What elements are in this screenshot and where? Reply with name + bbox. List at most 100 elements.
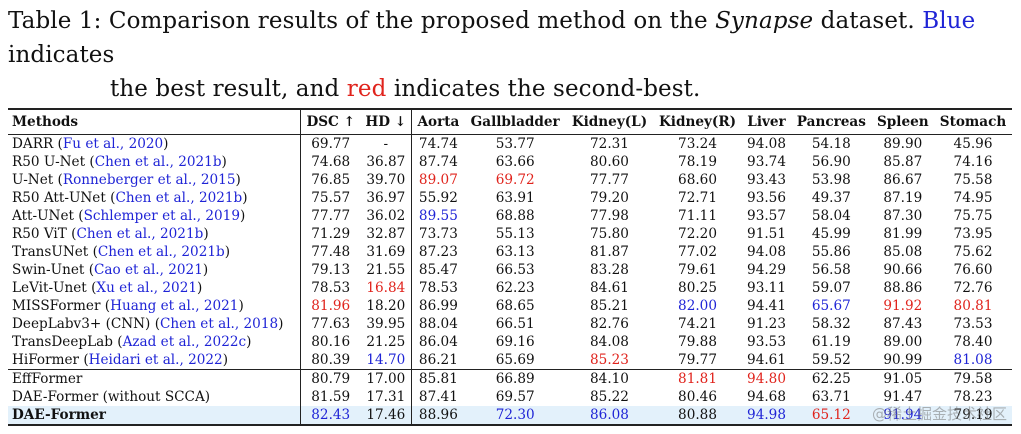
value-cell: 78.19 bbox=[678, 154, 717, 170]
value-cell: 80.81 bbox=[953, 298, 993, 314]
value-cell: 74.95 bbox=[953, 190, 993, 206]
method-name: LeVit-Unet bbox=[12, 280, 87, 296]
value-cell: 45.99 bbox=[811, 226, 851, 242]
value-cell: 87.43 bbox=[883, 316, 923, 332]
value-cell: 93.57 bbox=[747, 208, 786, 224]
value-cell: - bbox=[360, 134, 413, 153]
citation-link[interactable]: Heidari et al., 2022 bbox=[88, 352, 223, 368]
value-cell: 66.53 bbox=[495, 262, 535, 278]
value-cell: 87.23 bbox=[418, 244, 458, 260]
citation-link[interactable]: Xu et al., 2021 bbox=[96, 280, 197, 296]
value-cell: 16.84 bbox=[360, 279, 413, 297]
value-cell: 91.51 bbox=[747, 226, 786, 242]
value-cell: 80.16 bbox=[311, 334, 351, 350]
caption-text-e: indicates the second-best. bbox=[393, 76, 701, 102]
value-cell: 94.29 bbox=[747, 262, 786, 278]
value-cell: 36.02 bbox=[360, 207, 413, 225]
method-name: TransDeepLab bbox=[12, 334, 113, 350]
value-cell: 75.80 bbox=[590, 226, 629, 242]
value-cell: 54.18 bbox=[811, 136, 851, 152]
value-cell: 77.63 bbox=[311, 316, 351, 332]
value-cell: 65.69 bbox=[495, 352, 535, 368]
value-cell: 91.47 bbox=[883, 389, 923, 405]
citation-link[interactable]: Ronneberger et al., 2015 bbox=[62, 172, 236, 188]
citation-link[interactable]: Chen et al., 2021b bbox=[94, 154, 222, 170]
value-cell: 91.23 bbox=[747, 316, 786, 332]
value-cell: 89.55 bbox=[418, 208, 458, 224]
value-cell: 18.20 bbox=[360, 297, 413, 315]
value-cell: 80.25 bbox=[678, 280, 717, 296]
method-name: EffFormer bbox=[12, 371, 83, 387]
citation-link[interactable]: Cao et al., 2021 bbox=[94, 262, 203, 278]
value-cell: 61.19 bbox=[811, 334, 851, 350]
watermark: @稀土掘金技术社区 bbox=[871, 405, 1007, 423]
value-cell: 78.23 bbox=[953, 389, 993, 405]
value-cell: 89.00 bbox=[883, 334, 923, 350]
value-cell: 86.99 bbox=[418, 298, 458, 314]
table-row: TransDeepLab (Azad et al., 2022c) 80.16 21… bbox=[8, 333, 1012, 351]
table-row: R50 ViT (Chen et al., 2021b) 71.29 32.87 73… bbox=[8, 225, 1012, 243]
value-cell: 72.20 bbox=[678, 226, 717, 242]
column-header: Gallbladder bbox=[470, 114, 560, 130]
method-cell: R50 Att-UNet (Chen et al., 2021b) bbox=[8, 189, 302, 207]
method-name: MISSFormer bbox=[12, 298, 101, 314]
value-cell: 94.68 bbox=[747, 389, 786, 405]
citation-link[interactable]: Chen et al., 2021b bbox=[115, 190, 243, 206]
table-row: DAE-Former (without SCCA) 81.59 17.31 87.41… bbox=[8, 388, 1012, 406]
citation-link[interactable]: Schlemper et al., 2019 bbox=[83, 208, 240, 224]
method-name: DAE-Former (without SCCA) bbox=[12, 389, 211, 405]
value-cell: 81.87 bbox=[590, 244, 629, 260]
column-header: Pancreas bbox=[796, 114, 866, 130]
value-cell: 73.95 bbox=[953, 226, 993, 242]
value-cell: 85.81 bbox=[411, 369, 465, 388]
method-cell: LeVit-Unet (Xu et al., 2021) bbox=[8, 279, 302, 297]
citation-link[interactable]: Chen et al., 2021b bbox=[76, 226, 204, 242]
value-cell: 31.69 bbox=[360, 243, 413, 261]
value-cell: 85.23 bbox=[590, 352, 629, 368]
value-cell: 81.08 bbox=[953, 352, 993, 368]
value-cell: 81.59 bbox=[311, 389, 351, 405]
value-cell: 17.00 bbox=[360, 369, 413, 388]
value-cell: 55.86 bbox=[811, 244, 851, 260]
value-cell: 59.07 bbox=[811, 280, 851, 296]
value-cell: 63.13 bbox=[495, 244, 535, 260]
value-cell: 93.11 bbox=[747, 280, 786, 296]
value-cell: 79.20 bbox=[590, 190, 629, 206]
value-cell: 21.55 bbox=[360, 261, 413, 279]
value-cell: 53.77 bbox=[495, 136, 535, 152]
citation-link[interactable]: Chen et al., 2021b bbox=[97, 244, 225, 260]
method-name: Swin-Unet bbox=[12, 262, 85, 278]
value-cell: 49.37 bbox=[811, 190, 851, 206]
value-cell: 63.91 bbox=[495, 190, 535, 206]
value-cell: 78.53 bbox=[418, 280, 458, 296]
column-header: Liver bbox=[747, 114, 786, 130]
value-cell: 86.67 bbox=[883, 172, 923, 188]
citation-link[interactable]: Fu et al., 2020 bbox=[62, 136, 164, 152]
value-cell: 89.90 bbox=[883, 136, 923, 152]
caption-text-d: the best result, and bbox=[110, 76, 340, 102]
value-cell: 81.99 bbox=[883, 226, 923, 242]
value-cell: 88.04 bbox=[418, 316, 458, 332]
table-row: Att-UNet (Schlemper et al., 2019) 77.77 36… bbox=[8, 207, 1012, 225]
method-cell: HiFormer (Heidari et al., 2022) bbox=[8, 351, 302, 370]
value-cell: 56.58 bbox=[811, 262, 851, 278]
value-cell: 90.99 bbox=[883, 352, 923, 368]
table-caption: Table 1: Comparison results of the propo… bbox=[8, 4, 1013, 106]
value-cell: 68.60 bbox=[678, 172, 717, 188]
value-cell: 83.28 bbox=[590, 262, 629, 278]
value-cell: 62.23 bbox=[495, 280, 535, 296]
method-name: U-Net bbox=[12, 172, 54, 188]
results-table: Methods DSC ↑ HD ↓ Aorta Gallbladder Kidney(L… bbox=[8, 108, 1012, 426]
value-cell: 80.88 bbox=[678, 407, 717, 423]
citation-link[interactable]: Huang et al., 2021 bbox=[110, 298, 239, 314]
method-cell: DAE-Former bbox=[8, 406, 302, 425]
citation-link[interactable]: Azad et al., 2022c bbox=[122, 334, 247, 350]
value-cell: 75.62 bbox=[953, 244, 993, 260]
caption-text-c: indicates bbox=[8, 42, 115, 68]
table-row: DARR (Fu et al., 2020) 69.77-74.74 53.77 72… bbox=[8, 134, 1012, 153]
value-cell: 17.31 bbox=[360, 388, 413, 406]
value-cell: 72.71 bbox=[678, 190, 717, 206]
method-cell: EffFormer bbox=[8, 369, 302, 388]
citation-link[interactable]: Chen et al., 2018 bbox=[160, 316, 279, 332]
column-header: DSC ↑ bbox=[306, 114, 356, 130]
